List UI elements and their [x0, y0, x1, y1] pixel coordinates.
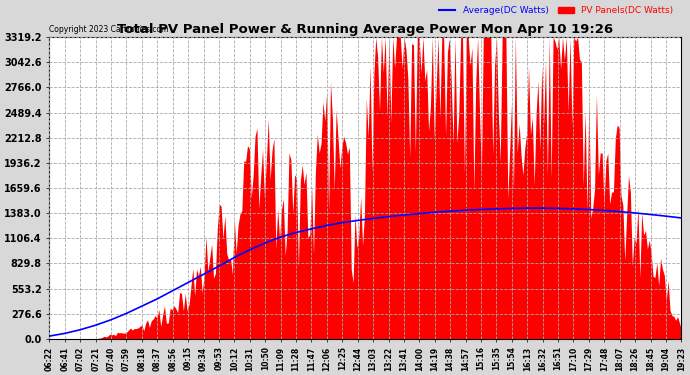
Title: Total PV Panel Power & Running Average Power Mon Apr 10 19:26: Total PV Panel Power & Running Average P…	[117, 23, 613, 36]
Text: Copyright 2023 Cartronics.com: Copyright 2023 Cartronics.com	[50, 25, 169, 34]
Legend: Average(DC Watts), PV Panels(DC Watts): Average(DC Watts), PV Panels(DC Watts)	[435, 3, 677, 19]
